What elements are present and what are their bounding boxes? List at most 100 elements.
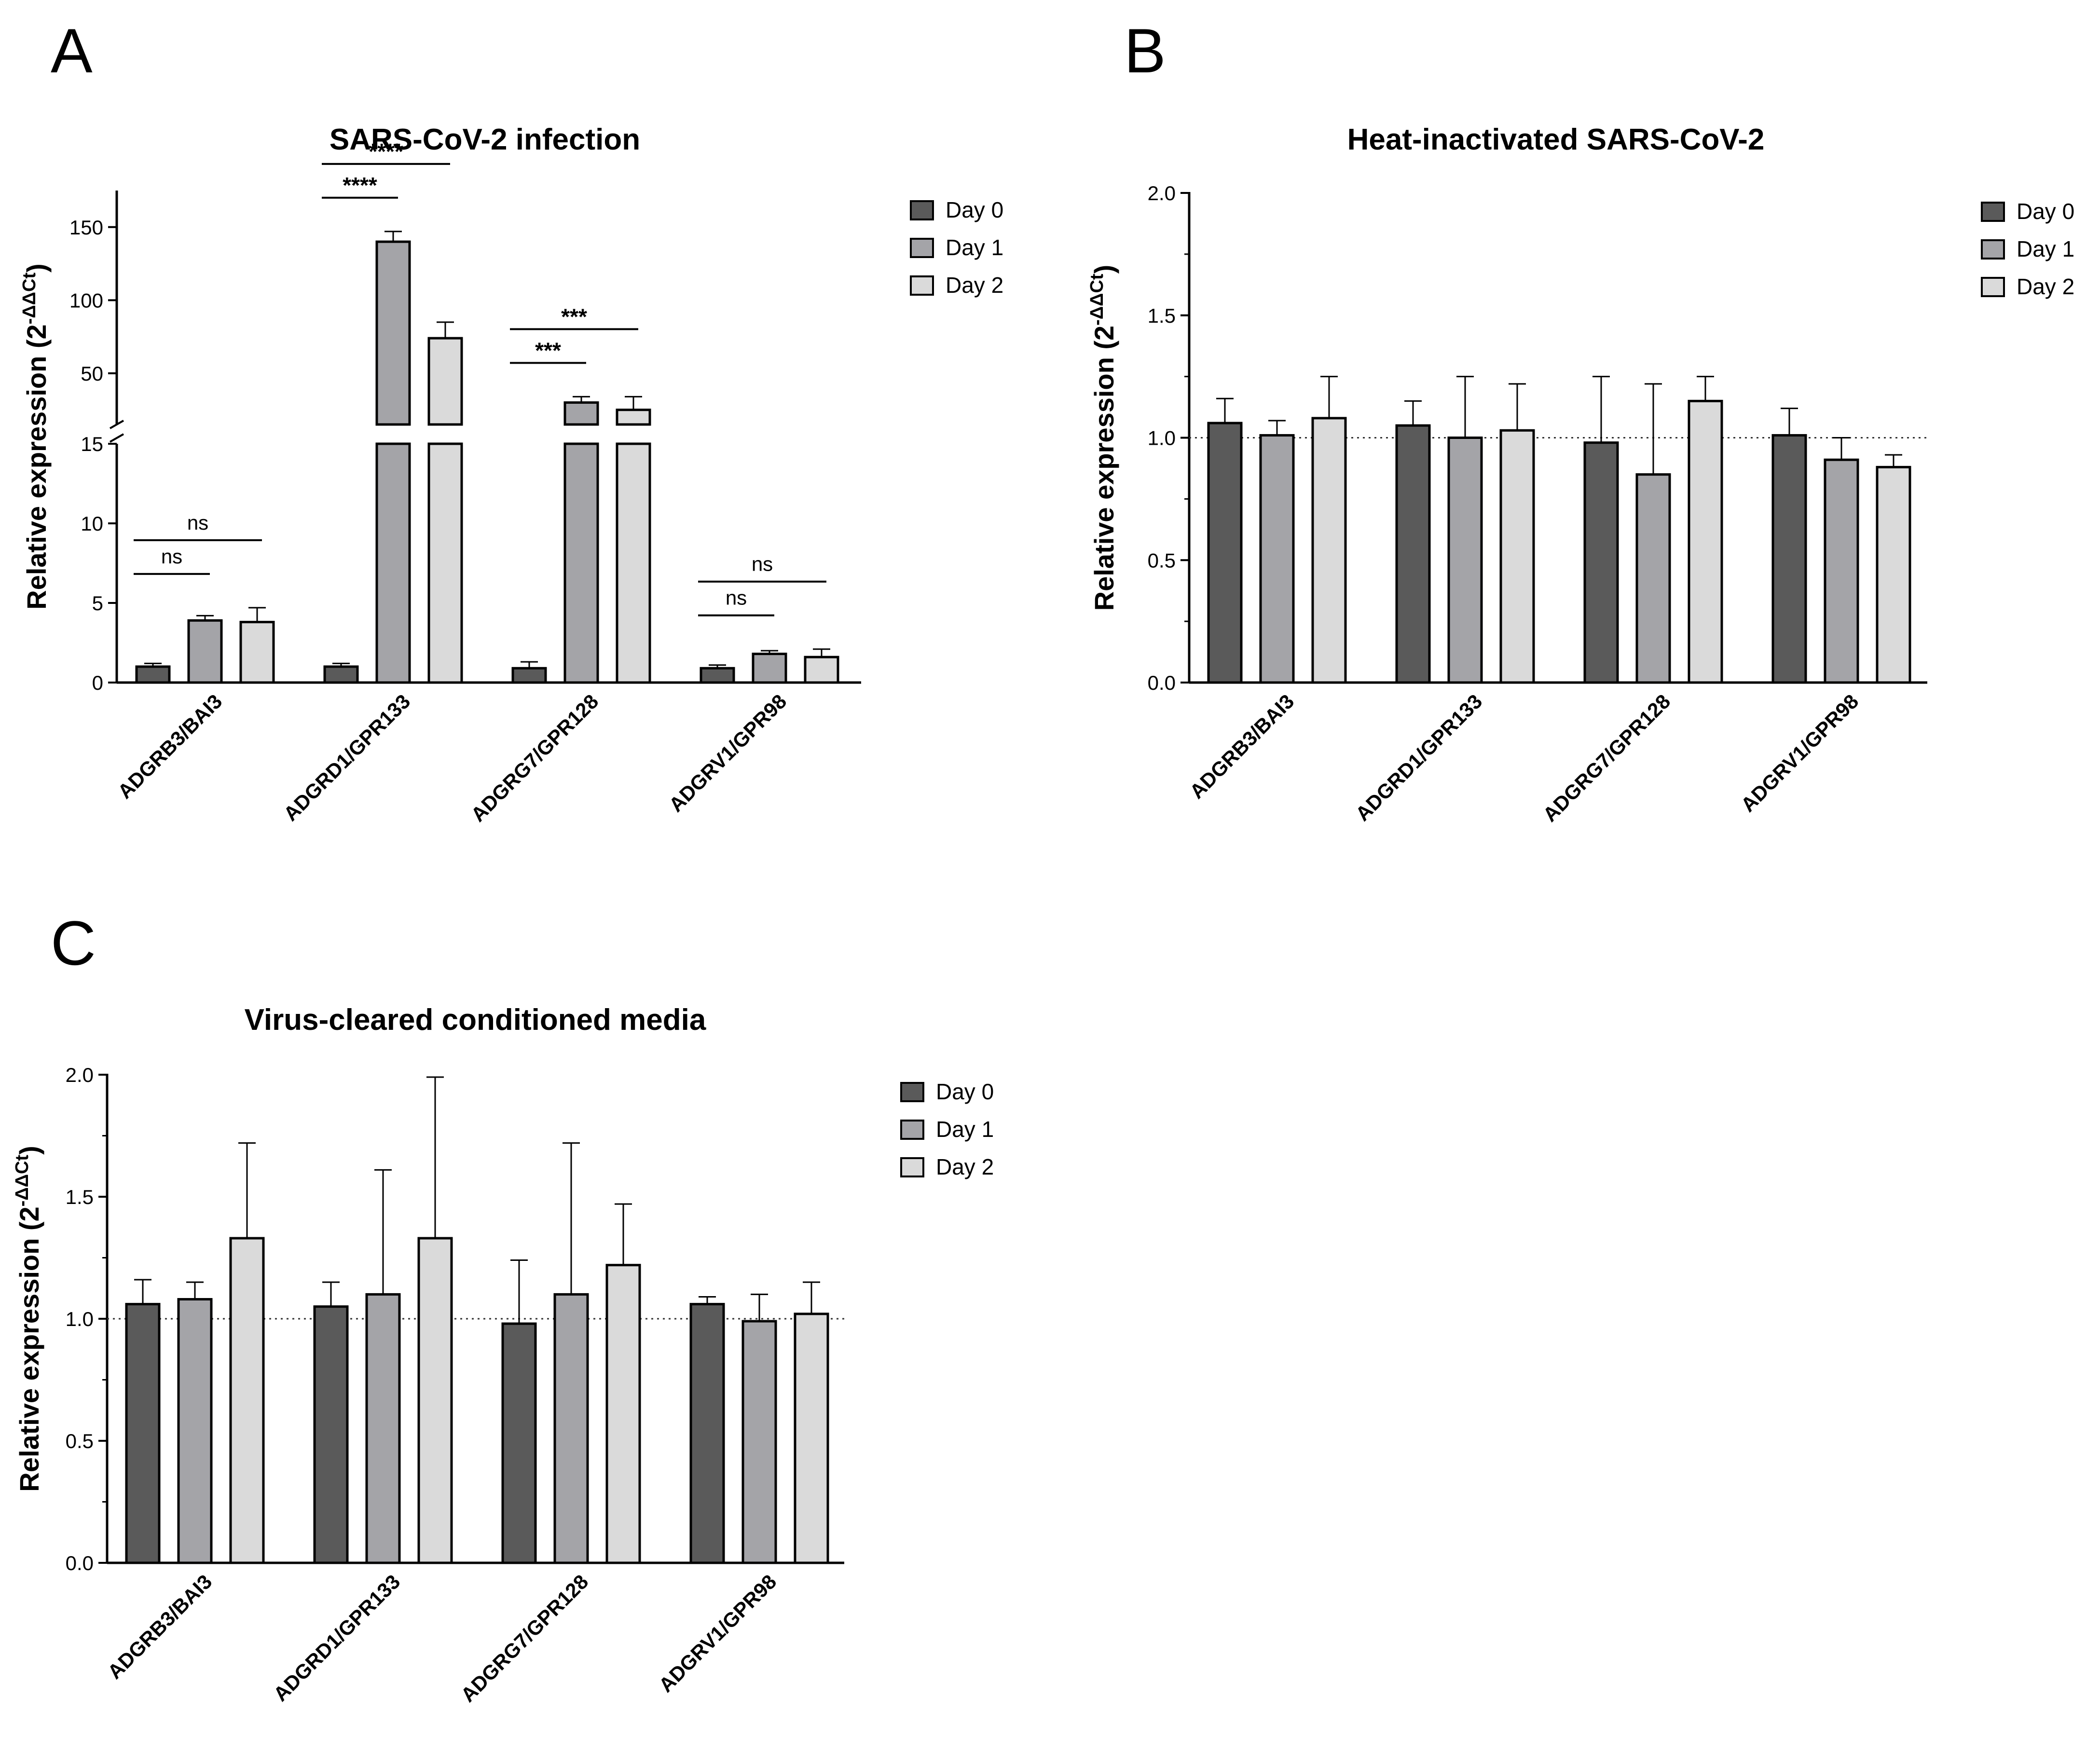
error-bar-3-2 bbox=[813, 648, 830, 657]
error-bar-1-1 bbox=[374, 1169, 392, 1295]
significance-label: ns bbox=[726, 587, 747, 609]
bar-adgrb3-bai3-day-1 bbox=[177, 1298, 213, 1564]
bar-adgrd1-gpr133-day-2 bbox=[417, 1237, 453, 1564]
error-bar-3-0 bbox=[1781, 408, 1798, 436]
error-bar-2-2 bbox=[625, 396, 642, 410]
significance-annotation-1: ns bbox=[134, 511, 262, 541]
panel-letter-b: B bbox=[1124, 15, 1166, 86]
bar-adgrb3-bai3-day-0 bbox=[135, 665, 171, 684]
significance-annotation-7: ns bbox=[698, 553, 826, 583]
legend-label-day-0: Day 0 bbox=[936, 1079, 994, 1104]
category-label-2: ADGRG7/GPR128 bbox=[1538, 690, 1675, 826]
y-tick-label-3: 1.5 bbox=[66, 1186, 94, 1208]
bar-adgrv1-gpr98-day-0 bbox=[689, 1303, 725, 1564]
bar-adgrb3-bai3-day-1 bbox=[1259, 434, 1295, 684]
significance-annotation-4: *** bbox=[510, 338, 586, 364]
category-label-3: ADGRV1/GPR98 bbox=[654, 1570, 781, 1696]
bar-adgrb3-bai3-day-1 bbox=[187, 619, 223, 684]
bar-adgrd1-gpr133-day-0 bbox=[313, 1305, 349, 1564]
bar-adgrv1-gpr98-day-0 bbox=[700, 667, 735, 684]
significance-annotation-6: ns bbox=[698, 587, 774, 616]
error-bar-0-0 bbox=[1216, 397, 1234, 424]
bar-adgrg7-gpr128-day-1 bbox=[1635, 473, 1671, 684]
legend-label-day-2: Day 2 bbox=[936, 1154, 994, 1179]
chart-panel-b: B Heat-inactivated SARS-CoV-2 0.0 0.5 1.0 1.5… bbox=[1087, 15, 2074, 826]
bar-adgrg7-gpr128-day-2 bbox=[1688, 399, 1723, 684]
bar-adgrb3-bai3-day-2 bbox=[239, 621, 275, 684]
legend-label-day-2: Day 2 bbox=[2017, 274, 2074, 299]
legend-label-day-1: Day 1 bbox=[2017, 236, 2074, 261]
significance-label: ns bbox=[161, 545, 182, 568]
panel-letter-c: C bbox=[51, 908, 96, 978]
error-bar-1-0 bbox=[1404, 400, 1422, 426]
bar-adgrb3-bai3-day-0 bbox=[125, 1303, 161, 1564]
legend-swatch-day-1 bbox=[910, 238, 934, 258]
bar-adgrv1-gpr98-day-0 bbox=[1771, 434, 1807, 684]
legend-swatch-day-2 bbox=[1981, 277, 2005, 297]
bar-adgrv1-gpr98-day-2 bbox=[804, 656, 839, 684]
y-tick-label-lower-2: 10 bbox=[81, 512, 103, 535]
bar-lower-2-day-2 bbox=[616, 442, 651, 684]
legend-label-day-1: Day 1 bbox=[936, 1117, 994, 1142]
legend-swatch-day-1 bbox=[900, 1120, 924, 1140]
category-label-1: ADGRD1/GPR133 bbox=[1351, 690, 1487, 825]
legend-swatch-day-0 bbox=[900, 1082, 924, 1102]
y-tick-label-4: 2.0 bbox=[66, 1064, 94, 1086]
bar-adgrb3-bai3-day-2 bbox=[229, 1237, 265, 1564]
y-tick-label-2: 1.0 bbox=[66, 1308, 94, 1330]
error-bar-1-2 bbox=[426, 1076, 444, 1239]
category-label-0: ADGRB3/BAI3 bbox=[1185, 690, 1299, 803]
legend-label-day-1: Day 1 bbox=[946, 235, 1003, 260]
bar-adgrv1-gpr98-day-1 bbox=[752, 653, 787, 684]
error-bar-1-0 bbox=[322, 1281, 340, 1307]
category-label-2: ADGRG7/GPR128 bbox=[456, 1570, 592, 1706]
y-tick-label-1: 0.5 bbox=[1148, 549, 1176, 572]
bar-lower-1-day-2 bbox=[427, 442, 463, 684]
bar-adgrb3-bai3-day-2 bbox=[1311, 417, 1347, 684]
bar-upper-2-day-1 bbox=[563, 401, 599, 426]
error-bar-1-2 bbox=[1509, 383, 1526, 431]
error-bar-3-1 bbox=[751, 1293, 768, 1322]
category-label-1: ADGRD1/GPR133 bbox=[279, 690, 415, 825]
bar-adgrg7-gpr128-day-2 bbox=[605, 1264, 641, 1564]
significance-annotation-3: **** bbox=[322, 139, 450, 165]
significance-label: *** bbox=[535, 338, 561, 363]
legend-label-day-0: Day 0 bbox=[2017, 199, 2074, 224]
bar-adgrd1-gpr133-day-0 bbox=[323, 665, 359, 684]
error-bar-0-2 bbox=[1320, 376, 1338, 418]
chart-title: Heat-inactivated SARS-CoV-2 bbox=[1347, 123, 1765, 156]
error-bar-2-1 bbox=[1645, 383, 1662, 475]
legend-swatch-day-2 bbox=[910, 275, 934, 296]
y-tick-label-0: 0.0 bbox=[66, 1552, 94, 1574]
significance-label: **** bbox=[343, 173, 377, 198]
error-bar-2-0 bbox=[1592, 376, 1610, 443]
error-bar-3-1 bbox=[1833, 437, 1850, 460]
bar-adgrg7-gpr128-day-0 bbox=[511, 667, 547, 684]
y-tick-label-lower-3: 15 bbox=[81, 433, 103, 455]
panel-letter-a: A bbox=[51, 15, 93, 86]
bar-adgrv1-gpr98-day-1 bbox=[741, 1320, 777, 1564]
significance-annotation-5: *** bbox=[510, 304, 638, 330]
legend-label-day-2: Day 2 bbox=[946, 273, 1003, 298]
significance-annotation-0: ns bbox=[134, 545, 210, 575]
bar-adgrd1-gpr133-day-2 bbox=[1499, 429, 1535, 684]
bar-adgrb3-bai3-day-0 bbox=[1207, 422, 1243, 684]
significance-label: ns bbox=[187, 511, 208, 534]
error-bar-2-1 bbox=[563, 1142, 580, 1295]
bar-adgrv1-gpr98-day-2 bbox=[1876, 465, 1911, 684]
chart-panel-c: C Virus-cleared conditioned media 0.0 0.5 1.… bbox=[12, 908, 994, 1707]
bar-adgrg7-gpr128-day-1 bbox=[553, 1293, 589, 1564]
category-label-1: ADGRD1/GPR133 bbox=[269, 1570, 405, 1706]
bar-adgrg7-gpr128-day-0 bbox=[501, 1322, 537, 1564]
bar-adgrg7-gpr128-day-0 bbox=[1583, 441, 1619, 684]
bar-adgrd1-gpr133-day-1 bbox=[1447, 437, 1483, 684]
y-tick-label-1: 0.5 bbox=[66, 1430, 94, 1452]
error-bar-0-2 bbox=[248, 607, 266, 622]
bar-adgrv1-gpr98-day-2 bbox=[794, 1312, 829, 1564]
significance-annotation-2: **** bbox=[322, 173, 398, 199]
y-tick-label-upper-2: 150 bbox=[69, 216, 103, 239]
category-label-0: ADGRB3/BAI3 bbox=[103, 1570, 217, 1683]
y-tick-label-2: 1.0 bbox=[1148, 427, 1176, 450]
